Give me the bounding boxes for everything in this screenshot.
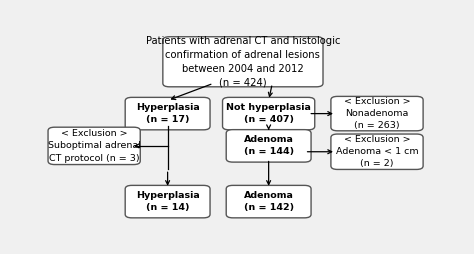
FancyBboxPatch shape [331,134,423,169]
Text: Adenoma
(n = 144): Adenoma (n = 144) [244,135,294,156]
FancyBboxPatch shape [226,130,311,162]
FancyBboxPatch shape [331,96,423,131]
Text: < Exclusion >
Nonadenoma
(n = 263): < Exclusion > Nonadenoma (n = 263) [344,97,410,130]
FancyBboxPatch shape [222,97,315,130]
FancyBboxPatch shape [163,37,323,87]
FancyBboxPatch shape [48,127,140,165]
FancyBboxPatch shape [125,97,210,130]
Text: Hyperplasia
(n = 17): Hyperplasia (n = 17) [136,103,200,124]
Text: Patients with adrenal CT and histologic
confirmation of adrenal lesions
between : Patients with adrenal CT and histologic … [146,36,340,87]
Text: Not hyperplasia
(n = 407): Not hyperplasia (n = 407) [226,103,311,124]
FancyBboxPatch shape [226,185,311,218]
Text: < Exclusion >
Suboptimal adrenal
CT protocol (n = 3): < Exclusion > Suboptimal adrenal CT prot… [48,129,141,163]
Text: Hyperplasia
(n = 14): Hyperplasia (n = 14) [136,191,200,212]
FancyBboxPatch shape [125,185,210,218]
Text: < Exclusion >
Adenoma < 1 cm
(n = 2): < Exclusion > Adenoma < 1 cm (n = 2) [336,135,419,168]
Text: Adenoma
(n = 142): Adenoma (n = 142) [244,191,294,212]
